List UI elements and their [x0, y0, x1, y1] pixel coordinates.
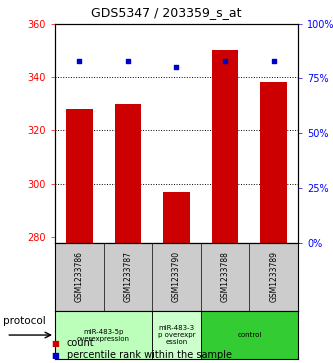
Point: [125, 58, 131, 64]
Text: miR-483-5p
overexpression: miR-483-5p overexpression: [77, 329, 130, 342]
Text: GSM1233788: GSM1233788: [220, 251, 230, 302]
Text: ■: ■: [51, 339, 59, 347]
Bar: [201, 311, 298, 359]
Point: [174, 65, 179, 70]
Text: GSM1233787: GSM1233787: [123, 251, 133, 302]
Text: miR-483-3
p overexpr
ession: miR-483-3 p overexpr ession: [158, 325, 195, 345]
Point: [77, 58, 82, 64]
Bar: [55, 311, 152, 359]
Text: GSM1233786: GSM1233786: [75, 251, 84, 302]
Text: percentile rank within the sample: percentile rank within the sample: [67, 350, 231, 360]
Text: GSM1233790: GSM1233790: [172, 251, 181, 302]
Bar: [66, 109, 93, 242]
Point: [222, 58, 228, 64]
Bar: [212, 50, 238, 242]
Point: [271, 58, 276, 64]
Text: GDS5347 / 203359_s_at: GDS5347 / 203359_s_at: [91, 6, 242, 19]
Text: protocol: protocol: [3, 316, 46, 326]
Bar: [260, 82, 287, 242]
Text: control: control: [237, 332, 262, 338]
Text: GSM1233789: GSM1233789: [269, 251, 278, 302]
Bar: [163, 192, 190, 242]
Text: count: count: [67, 338, 94, 348]
Bar: [115, 104, 141, 242]
Bar: [152, 311, 201, 359]
Text: ■: ■: [51, 351, 59, 359]
